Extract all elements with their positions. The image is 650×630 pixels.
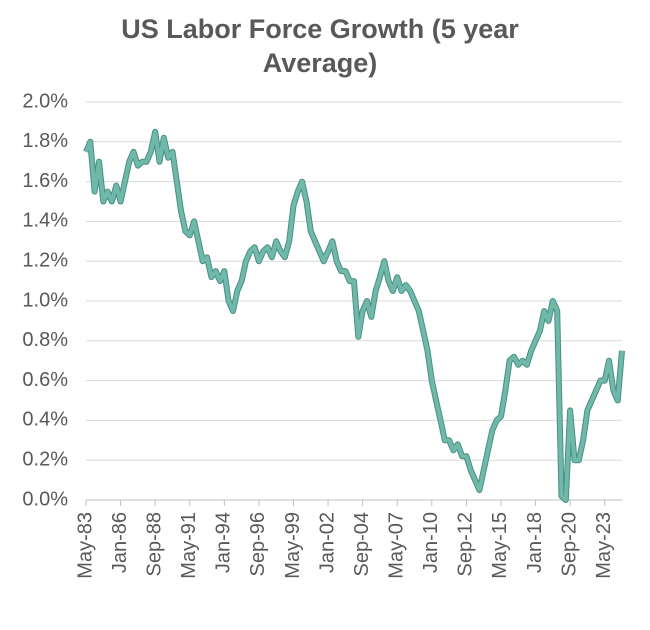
line	[84, 129, 624, 502]
y-tick-label: 0.0%	[22, 488, 68, 510]
x-tick-label: Jan-10	[420, 512, 442, 573]
x-tick-label: May-23	[593, 512, 615, 579]
x-tick-label: May-83	[74, 512, 96, 579]
x-tick-label: May-15	[489, 512, 511, 579]
x-tick-label: Sep-12	[455, 512, 477, 577]
x-tick-label: May-07	[386, 512, 408, 579]
y-tick-label: 0.4%	[22, 409, 68, 431]
x-tick-label: Jan-02	[316, 512, 338, 573]
x-tick-label: May-91	[178, 512, 200, 579]
x-tick-label: Sep-88	[143, 512, 165, 577]
y-tick-label: 1.4%	[22, 210, 68, 232]
chart-title: US Labor Force Growth (5 year Average)	[121, 14, 519, 78]
y-tick-label: 0.6%	[22, 369, 68, 391]
x-tick-label: Sep-96	[247, 512, 269, 577]
y-tick-label: 0.2%	[22, 448, 68, 470]
y-tick-label: 0.8%	[22, 329, 68, 351]
y-tick-label: 1.0%	[22, 289, 68, 311]
x-tick-label: Jan-18	[524, 512, 546, 573]
y-tick-label: 1.2%	[22, 249, 68, 271]
x-tick-label: May-99	[282, 512, 304, 579]
x-tick-label: Sep-04	[351, 512, 373, 577]
y-tick-label: 1.6%	[22, 170, 68, 192]
y-tick-label: 1.8%	[22, 130, 68, 152]
y-tick-label: 2.0%	[22, 90, 68, 112]
x-tick-label: Sep-20	[558, 512, 580, 577]
x-tick-label: Jan-86	[109, 512, 131, 573]
x-tick-label: Jan-94	[213, 512, 235, 573]
